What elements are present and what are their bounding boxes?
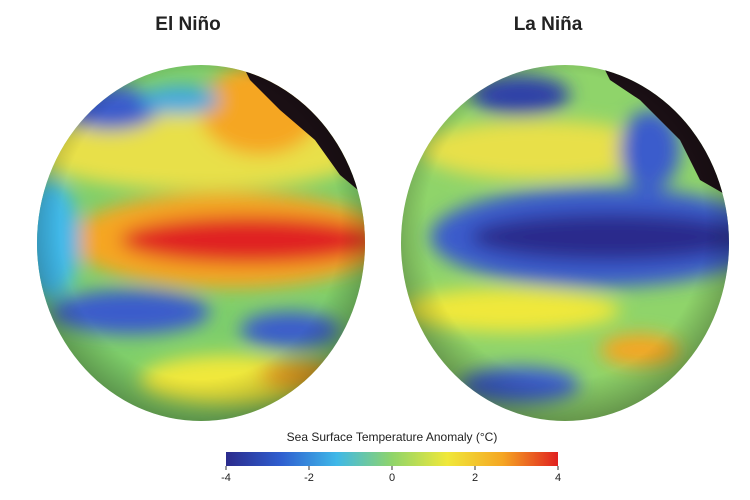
colorbar: [226, 452, 558, 466]
tick-label: -4: [221, 472, 231, 484]
tick-label: 0: [389, 472, 395, 484]
tick-label: -2: [304, 472, 314, 484]
globe: [401, 65, 729, 421]
globe: [37, 65, 365, 421]
tick-label: 2: [472, 472, 478, 484]
colorbar-label: Sea Surface Temperature Anomaly (°C): [287, 430, 498, 444]
tick-label: 4: [555, 472, 561, 484]
panel-title: La Niña: [514, 14, 583, 35]
panel-title: El Niño: [155, 14, 220, 35]
